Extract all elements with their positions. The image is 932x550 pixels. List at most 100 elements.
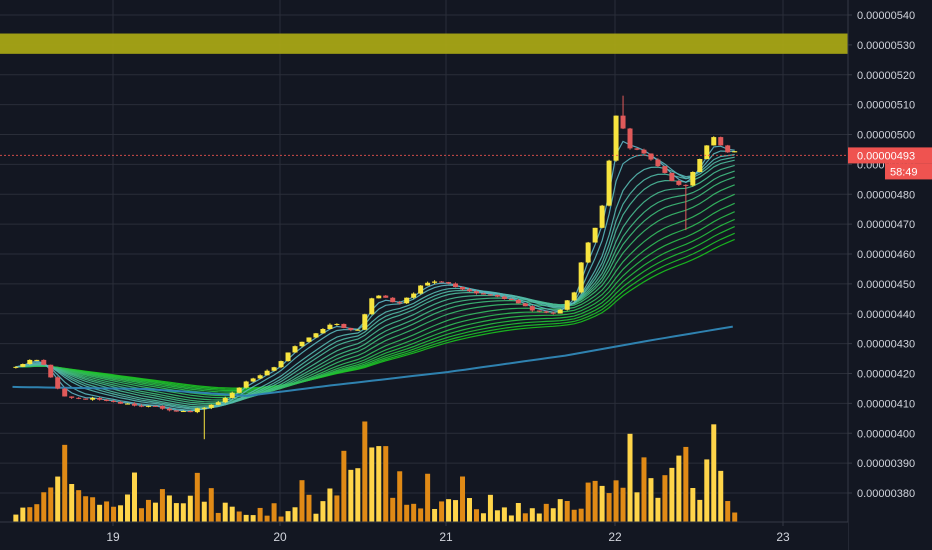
candle-body	[34, 359, 40, 361]
ribbon-line	[15, 238, 735, 389]
volume-bar	[138, 508, 144, 522]
candle	[257, 374, 263, 379]
candle-body	[669, 172, 675, 181]
candle-body	[257, 375, 263, 379]
candle-body	[501, 296, 507, 299]
candle	[222, 396, 228, 404]
candle	[236, 387, 242, 394]
candle-body	[683, 184, 689, 186]
candle	[432, 280, 438, 285]
candle-body	[383, 295, 389, 298]
candle-body	[125, 403, 131, 405]
volume-bar	[655, 497, 661, 522]
candle	[166, 407, 172, 412]
candle	[83, 398, 89, 400]
volume-bar	[20, 507, 26, 522]
ma-ribbon	[15, 140, 735, 413]
volume-bar	[320, 501, 326, 522]
volume-bar	[613, 480, 619, 522]
candle-body	[41, 359, 47, 365]
volume-bar	[515, 502, 521, 522]
candle	[118, 401, 124, 404]
candle-body	[571, 292, 577, 301]
candle-body	[411, 293, 417, 298]
candle	[27, 359, 33, 365]
ribbon-line	[15, 193, 735, 399]
price-tick-label: 0.00000530	[857, 40, 915, 52]
candle-body	[460, 287, 466, 290]
candle	[466, 288, 472, 293]
candle	[180, 410, 186, 413]
volume-bar	[725, 501, 731, 522]
candle	[299, 341, 305, 348]
volume-bar	[313, 513, 319, 522]
candle-body	[613, 115, 619, 161]
candle-body	[397, 302, 403, 304]
candle	[69, 396, 75, 399]
volume-bar	[97, 504, 103, 522]
candle-body	[711, 137, 717, 146]
candle	[732, 151, 738, 153]
candle-body	[20, 364, 26, 367]
volume-bar	[145, 499, 151, 522]
candle	[145, 405, 151, 408]
volume-bar	[201, 501, 207, 522]
grid-lines	[0, 0, 848, 522]
volume-bar	[599, 485, 605, 522]
candle-body	[48, 364, 54, 378]
volume-bar	[285, 511, 291, 522]
candle	[620, 95, 626, 130]
volume-bar	[222, 502, 228, 522]
candle	[138, 404, 144, 408]
candle	[501, 295, 507, 300]
candle	[362, 313, 368, 331]
candle	[648, 153, 654, 161]
price-axis[interactable]: 0.00000540 0.00000530 0.00000520 0.00000510…	[847, 0, 932, 550]
volume-bar	[104, 501, 110, 522]
candle-body	[557, 309, 563, 314]
candle	[320, 328, 326, 334]
volume-bar	[620, 487, 626, 522]
candle-body	[390, 297, 396, 303]
candle-body	[432, 281, 438, 283]
price-tick-label: 0.00000460	[857, 249, 915, 261]
candle-body	[334, 323, 340, 325]
candle-body	[697, 159, 703, 172]
volume-bar	[508, 515, 514, 522]
time-axis[interactable]: 19 20 21 22 23	[0, 521, 848, 550]
candle	[592, 227, 598, 243]
volume-bar	[383, 446, 389, 522]
volume-bar	[159, 489, 165, 522]
candle	[104, 399, 110, 402]
candle	[327, 323, 333, 330]
volume-bar	[718, 470, 724, 522]
candle	[194, 407, 200, 414]
volume-bar	[397, 471, 403, 522]
candle-body	[515, 299, 521, 304]
price-tick-label: 0.00000390	[857, 458, 915, 470]
candle-body	[180, 411, 186, 413]
candle-body	[55, 377, 61, 389]
volume-bar	[362, 421, 368, 522]
candle	[418, 285, 424, 295]
candle-body	[718, 137, 724, 146]
time-tick-label: 20	[273, 530, 287, 544]
candle-body	[376, 295, 382, 299]
candle-body	[404, 297, 410, 304]
candle-body	[271, 367, 277, 371]
candle	[278, 360, 284, 369]
ribbon-line	[15, 184, 735, 401]
long-moving-average	[12, 325, 733, 397]
candle-body	[634, 148, 640, 150]
candle	[215, 400, 221, 406]
volume-bar	[543, 503, 549, 522]
ribbon-line	[15, 150, 735, 412]
long-ma-line	[12, 325, 733, 397]
volume-bars	[13, 421, 738, 522]
candle	[473, 290, 479, 295]
volume-bar	[229, 506, 235, 522]
volume-bar	[411, 503, 417, 522]
countdown-label-bg	[885, 163, 932, 180]
